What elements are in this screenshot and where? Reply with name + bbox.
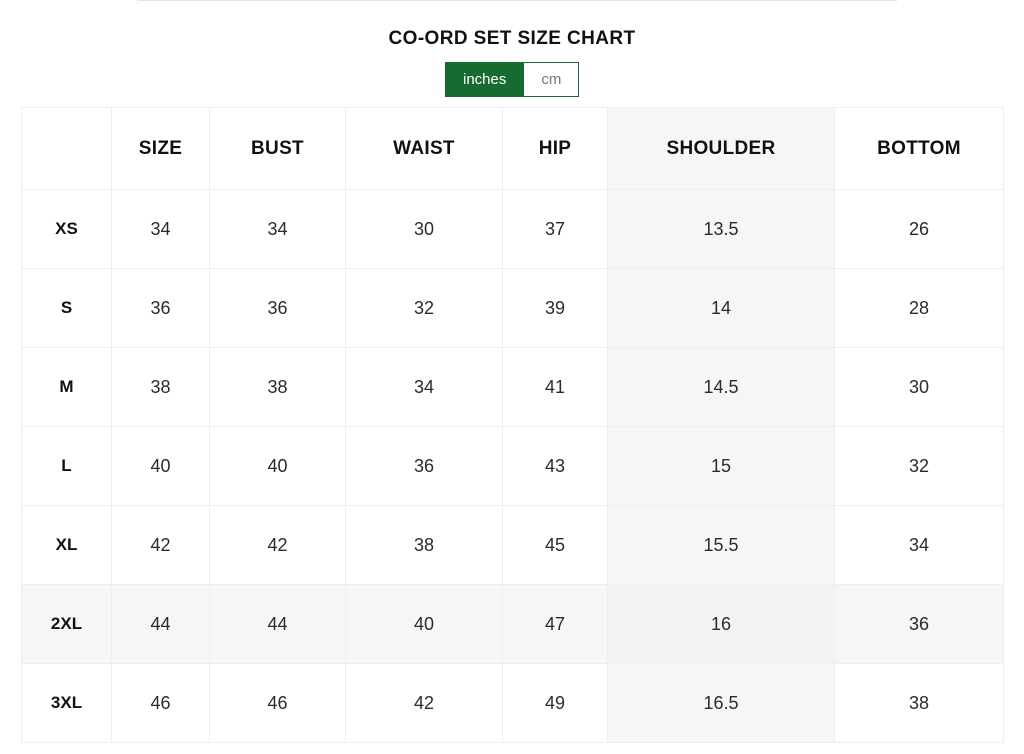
cell-hip: 37 bbox=[502, 189, 608, 269]
cell-bust: 44 bbox=[209, 584, 346, 664]
cell-bust: 36 bbox=[209, 268, 346, 348]
cell-shoulder: 14.5 bbox=[607, 347, 835, 427]
row-label-xs: XS bbox=[21, 189, 112, 269]
cell-waist: 40 bbox=[345, 584, 503, 664]
table-header-row: SIZE BUST WAIST HIP SHOULDER BOTTOM bbox=[21, 107, 1004, 190]
unit-toggle-group[interactable]: inches cm bbox=[445, 62, 580, 97]
unit-toggle-inches[interactable]: inches bbox=[446, 63, 524, 96]
cell-bottom: 26 bbox=[834, 189, 1004, 269]
header-bust: BUST bbox=[209, 107, 346, 190]
unit-toggle-cm[interactable]: cm bbox=[523, 63, 579, 96]
row-label-l: L bbox=[21, 426, 112, 506]
container-top-edge bbox=[137, 0, 897, 4]
header-shoulder: SHOULDER bbox=[607, 107, 835, 190]
cell-shoulder: 14 bbox=[607, 268, 835, 348]
cell-size: 34 bbox=[111, 189, 210, 269]
table-row: M 38 38 34 41 14.5 30 bbox=[21, 347, 1004, 427]
cell-hip: 41 bbox=[502, 347, 608, 427]
cell-bottom: 38 bbox=[834, 663, 1004, 743]
cell-size: 36 bbox=[111, 268, 210, 348]
cell-bust: 42 bbox=[209, 505, 346, 585]
cell-waist: 38 bbox=[345, 505, 503, 585]
header-bottom: BOTTOM bbox=[834, 107, 1004, 190]
cell-shoulder: 16.5 bbox=[607, 663, 835, 743]
header-blank bbox=[21, 107, 112, 190]
cell-bust: 34 bbox=[209, 189, 346, 269]
table-row: XS 34 34 30 37 13.5 26 bbox=[21, 189, 1004, 269]
cell-hip: 47 bbox=[502, 584, 608, 664]
cell-size: 42 bbox=[111, 505, 210, 585]
table-row: XL 42 42 38 45 15.5 34 bbox=[21, 505, 1004, 585]
cell-bust: 38 bbox=[209, 347, 346, 427]
row-label-3xl: 3XL bbox=[21, 663, 112, 743]
cell-hip: 43 bbox=[502, 426, 608, 506]
cell-size: 40 bbox=[111, 426, 210, 506]
header-waist: WAIST bbox=[345, 107, 503, 190]
table-row: 3XL 46 46 42 49 16.5 38 bbox=[21, 663, 1004, 743]
cell-bottom: 36 bbox=[834, 584, 1004, 664]
row-label-xl: XL bbox=[21, 505, 112, 585]
cell-hip: 39 bbox=[502, 268, 608, 348]
cell-bust: 46 bbox=[209, 663, 346, 743]
cell-shoulder: 15 bbox=[607, 426, 835, 506]
cell-bottom: 28 bbox=[834, 268, 1004, 348]
table-row: S 36 36 32 39 14 28 bbox=[21, 268, 1004, 348]
size-chart-table: SIZE BUST WAIST HIP SHOULDER BOTTOM XS 3… bbox=[21, 107, 1004, 743]
row-label-s: S bbox=[21, 268, 112, 348]
header-size: SIZE bbox=[111, 107, 210, 190]
cell-waist: 32 bbox=[345, 268, 503, 348]
cell-shoulder: 15.5 bbox=[607, 505, 835, 585]
cell-waist: 36 bbox=[345, 426, 503, 506]
table-row: L 40 40 36 43 15 32 bbox=[21, 426, 1004, 506]
cell-bottom: 34 bbox=[834, 505, 1004, 585]
header-hip: HIP bbox=[502, 107, 608, 190]
cell-size: 38 bbox=[111, 347, 210, 427]
cell-waist: 42 bbox=[345, 663, 503, 743]
row-label-m: M bbox=[21, 347, 112, 427]
cell-hip: 49 bbox=[502, 663, 608, 743]
cell-shoulder: 16 bbox=[607, 584, 835, 664]
cell-bust: 40 bbox=[209, 426, 346, 506]
cell-hip: 45 bbox=[502, 505, 608, 585]
cell-size: 46 bbox=[111, 663, 210, 743]
page-title: CO-ORD SET SIZE CHART bbox=[388, 28, 636, 49]
cell-waist: 34 bbox=[345, 347, 503, 427]
cell-waist: 30 bbox=[345, 189, 503, 269]
cell-bottom: 30 bbox=[834, 347, 1004, 427]
table-row: 2XL 44 44 40 47 16 36 bbox=[21, 584, 1004, 664]
cell-bottom: 32 bbox=[834, 426, 1004, 506]
cell-shoulder: 13.5 bbox=[607, 189, 835, 269]
row-label-2xl: 2XL bbox=[21, 584, 112, 664]
cell-size: 44 bbox=[111, 584, 210, 664]
